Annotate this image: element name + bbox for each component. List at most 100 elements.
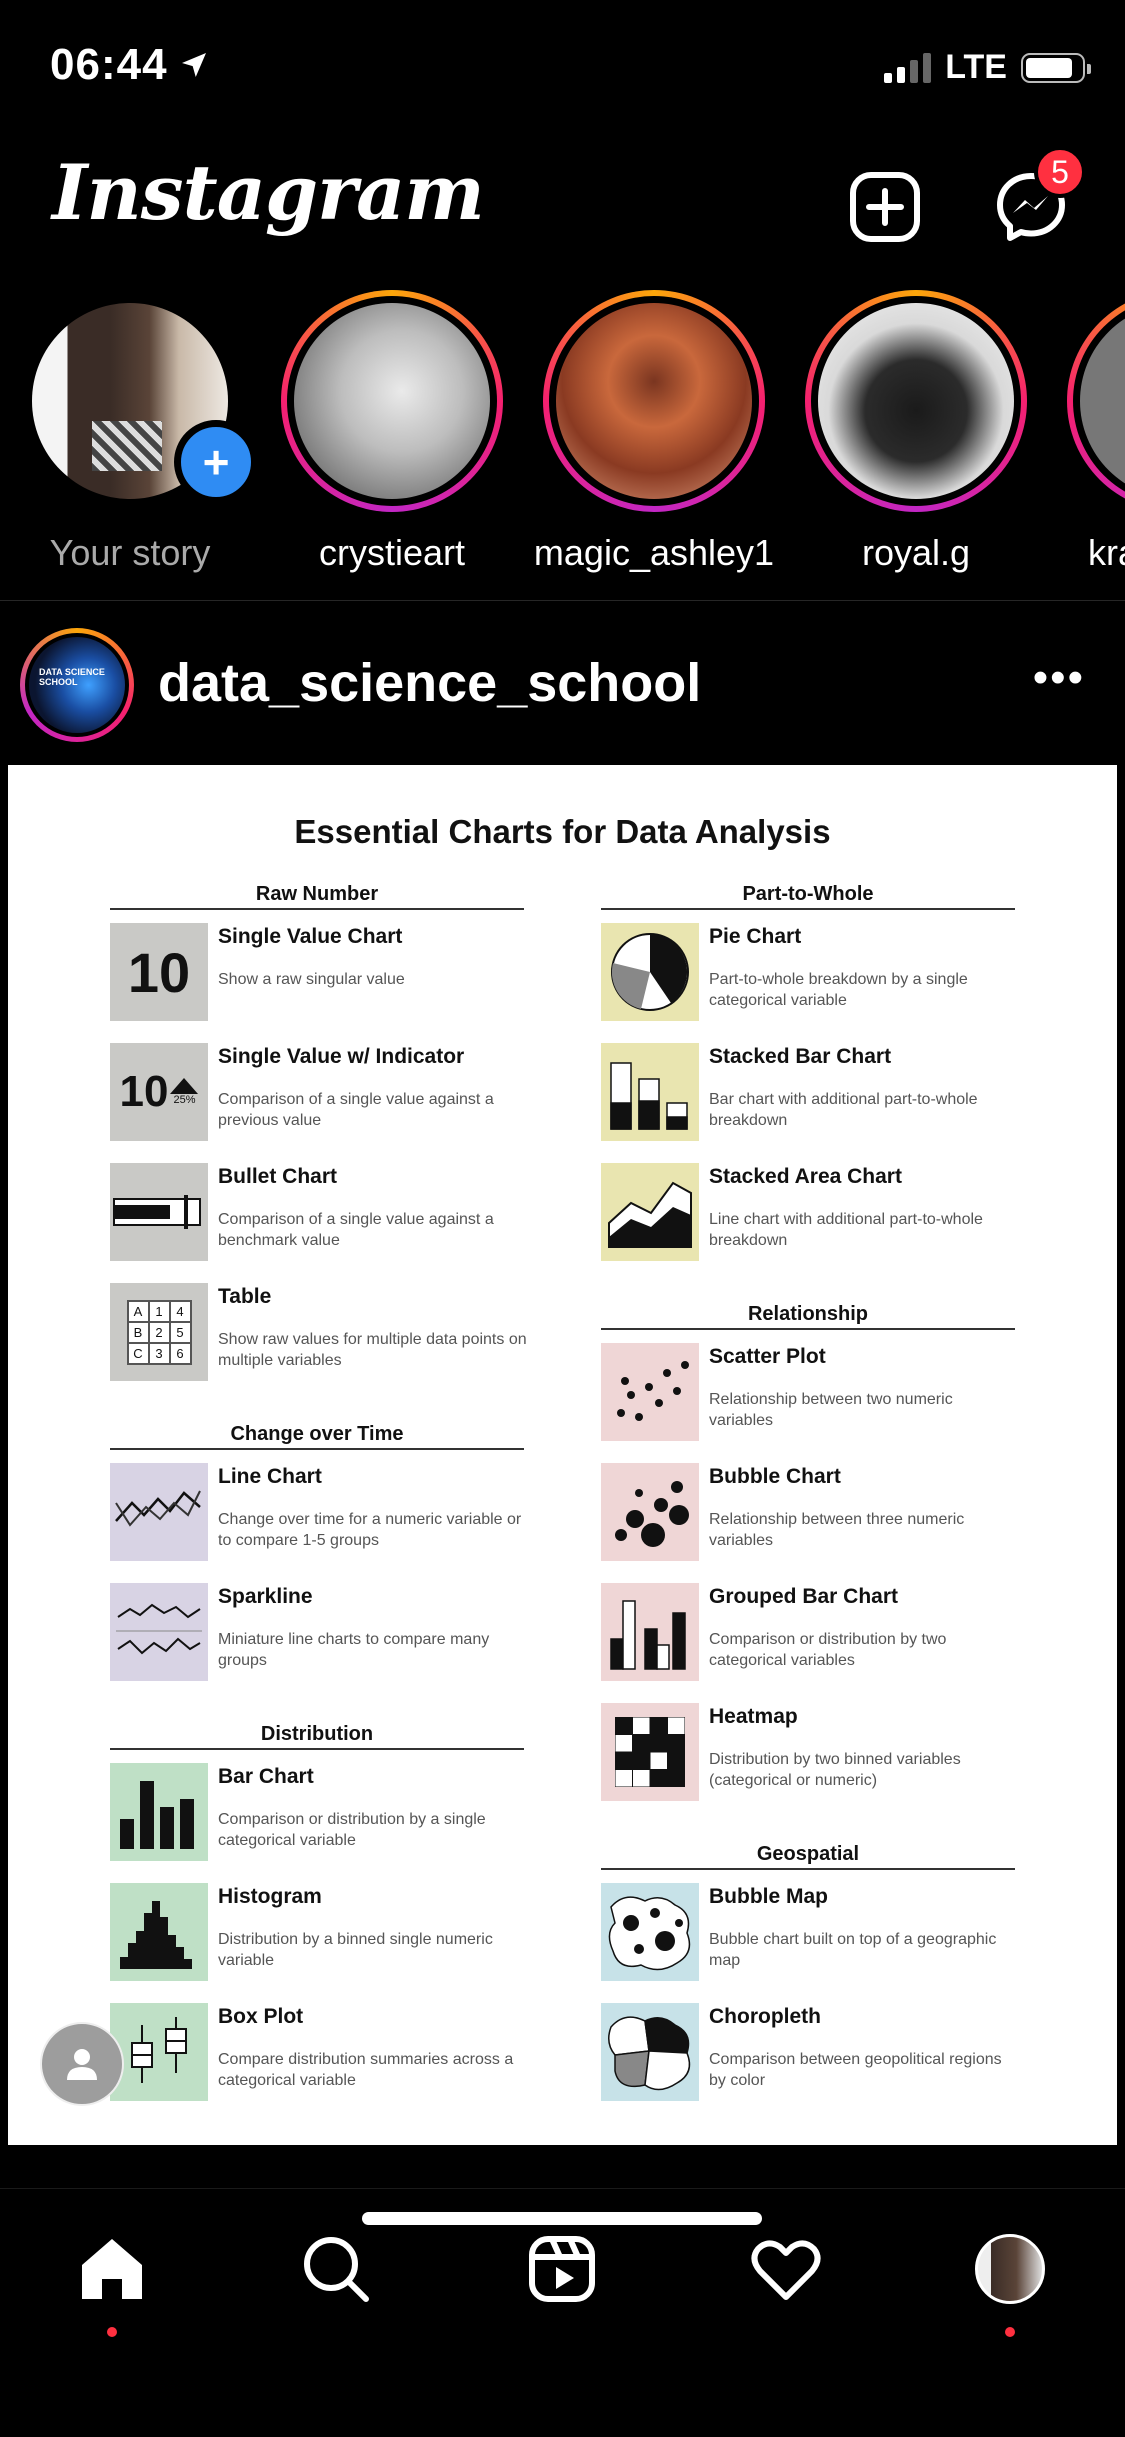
chart-item-bubble-map: Bubble Map Bubble chart built on top of … bbox=[601, 1883, 1015, 1983]
stacked-area-thumbnail bbox=[601, 1163, 699, 1261]
status-indicators: LTE bbox=[884, 48, 1091, 87]
chart-item-grouped-bar: Grouped Bar Chart Comparison or distribu… bbox=[601, 1583, 1015, 1683]
item-title: Single Value Chart bbox=[218, 925, 403, 948]
item-title: Histogram bbox=[218, 1885, 322, 1908]
section-heading: Relationship bbox=[601, 1303, 1015, 1330]
home-icon bbox=[82, 2239, 142, 2299]
item-title: Line Chart bbox=[218, 1465, 322, 1488]
table-cell: 3 bbox=[149, 1343, 169, 1363]
item-description: Part-to-whole breakdown by a single cate… bbox=[709, 971, 968, 1009]
post-author-avatar[interactable]: DATA SCIENCE SCHOOL bbox=[20, 628, 134, 742]
table-cell: 1 bbox=[149, 1301, 169, 1321]
heatmap-thumbnail bbox=[601, 1703, 699, 1801]
section-part-to-whole: Part-to-Whole bbox=[601, 883, 1015, 910]
item-title: Bubble Map bbox=[709, 1885, 828, 1908]
tab-activity[interactable] bbox=[746, 2229, 826, 2309]
item-title: Grouped Bar Chart bbox=[709, 1585, 899, 1608]
item-title: Bar Chart bbox=[218, 1765, 314, 1788]
table-cell: 5 bbox=[170, 1322, 190, 1342]
infographic-title: Essential Charts for Data Analysis bbox=[294, 813, 831, 850]
notification-badge: 5 bbox=[1034, 146, 1086, 198]
item-description: Comparison of a single value against a p… bbox=[218, 1091, 494, 1129]
bubble-chart-thumbnail bbox=[601, 1463, 699, 1561]
line-chart-thumbnail bbox=[110, 1463, 208, 1561]
status-bar: 06:44 LTE bbox=[0, 0, 1125, 140]
instagram-logo[interactable]: Instagram bbox=[52, 148, 485, 237]
tagged-people-icon[interactable] bbox=[40, 2022, 124, 2106]
add-story-plus-icon[interactable]: + bbox=[174, 420, 258, 504]
more-options-icon[interactable]: ••• bbox=[1032, 653, 1085, 702]
post-username[interactable]: data_science_school bbox=[158, 653, 702, 713]
network-label: LTE bbox=[945, 48, 1007, 86]
stacked-bar-thumbnail bbox=[601, 1043, 699, 1141]
item-title: Box Plot bbox=[218, 2005, 304, 2028]
item-description: Comparison of a single value against a b… bbox=[218, 1211, 494, 1249]
tab-home[interactable] bbox=[72, 2229, 152, 2337]
item-title: Heatmap bbox=[709, 1705, 798, 1728]
story-magic-ashley1[interactable]: magic_ashley1 bbox=[524, 290, 784, 574]
location-arrow-icon bbox=[181, 53, 206, 77]
stories-tray: + Your story crystieart magic_ashley1 ro… bbox=[0, 290, 1125, 600]
chart-item-choropleth: Choropleth Comparison between geopolitic… bbox=[601, 2003, 1015, 2103]
tab-profile[interactable] bbox=[970, 2229, 1050, 2337]
table-cell: 2 bbox=[149, 1322, 169, 1342]
indicator-thumbnail: 10 25% bbox=[110, 1043, 208, 1141]
bottom-tab-bar bbox=[0, 2188, 1125, 2437]
story-royal-g[interactable]: royal.g bbox=[786, 290, 1046, 574]
triangle-up-icon bbox=[170, 1078, 199, 1094]
story-kra[interactable]: kra bbox=[1048, 290, 1125, 574]
item-title: Stacked Area Chart bbox=[709, 1165, 902, 1188]
profile-notification-dot bbox=[1005, 2327, 1015, 2337]
chart-item-histogram: Histogram Distribution by a binned singl… bbox=[110, 1883, 524, 1983]
story-avatar bbox=[294, 303, 490, 499]
story-ring bbox=[281, 290, 503, 512]
item-title: Sparkline bbox=[218, 1585, 313, 1608]
item-description: Show raw values for multiple data points… bbox=[218, 1331, 527, 1369]
thumb-value: 10 bbox=[127, 940, 191, 1004]
section-heading: Geospatial bbox=[601, 1843, 1015, 1870]
item-title: Stacked Bar Chart bbox=[709, 1045, 892, 1068]
chart-item-pie: Pie Chart Part-to-whole breakdown by a s… bbox=[601, 923, 1015, 1023]
story-username: kra bbox=[1088, 532, 1125, 573]
chart-item-box-plot: Box Plot Compare distribution summaries … bbox=[110, 2003, 524, 2103]
section-heading: Raw Number bbox=[110, 883, 524, 910]
tab-reels[interactable] bbox=[522, 2229, 602, 2309]
item-title: Table bbox=[218, 1285, 272, 1308]
story-username: Your story bbox=[49, 532, 211, 573]
plus-square-icon bbox=[850, 172, 920, 242]
item-description: Relationship between three numeric varia… bbox=[709, 1511, 965, 1549]
new-post-button[interactable] bbox=[848, 170, 922, 244]
scatter-plot-thumbnail bbox=[601, 1343, 699, 1441]
story-avatar bbox=[556, 303, 752, 499]
choropleth-thumbnail bbox=[601, 2003, 699, 2101]
item-title: Scatter Plot bbox=[709, 1345, 826, 1368]
sparkline-thumbnail bbox=[110, 1583, 208, 1681]
thumb-percent: 25% bbox=[173, 1094, 196, 1106]
chart-item-line: Line Chart Change over time for a numeri… bbox=[110, 1463, 524, 1563]
item-description: Comparison or distribution by two catego… bbox=[709, 1631, 947, 1669]
pie-chart-thumbnail bbox=[601, 923, 699, 1021]
chart-item-single-value: 10 Single Value Chart Show a raw singula… bbox=[110, 923, 524, 1023]
clock-text: 06:44 bbox=[50, 40, 168, 89]
story-your-story[interactable]: + Your story bbox=[0, 290, 260, 574]
item-description: Miniature line charts to compare many gr… bbox=[218, 1631, 490, 1669]
section-raw-number: Raw Number bbox=[110, 883, 524, 910]
chart-item-bullet: Bullet Chart Comparison of a single valu… bbox=[110, 1163, 524, 1263]
chart-item-stacked-area: Stacked Area Chart Line chart with addit… bbox=[601, 1163, 1015, 1263]
post-image[interactable]: Essential Charts for Data Analysis Raw N… bbox=[8, 765, 1117, 2145]
item-description: Comparison between geopolitical regions … bbox=[709, 2051, 1002, 2089]
item-description: Bar chart with additional part-to-whole … bbox=[709, 1091, 978, 1129]
section-distribution: Distribution bbox=[110, 1723, 524, 1750]
story-ring bbox=[805, 290, 1027, 512]
item-title: Bubble Chart bbox=[709, 1465, 841, 1488]
story-crystieart[interactable]: crystieart bbox=[262, 290, 522, 574]
tab-search[interactable] bbox=[296, 2229, 376, 2309]
item-description: Change over time for a numeric variable … bbox=[218, 1511, 522, 1549]
messenger-icon bbox=[997, 173, 1065, 241]
messenger-button[interactable]: 5 bbox=[994, 146, 1086, 244]
chart-item-scatter: Scatter Plot Relationship between two nu… bbox=[601, 1343, 1015, 1443]
app-header: Instagram 5 bbox=[0, 140, 1125, 290]
item-description: Compare distribution summaries across a … bbox=[218, 2051, 514, 2089]
section-change-over-time: Change over Time bbox=[110, 1423, 524, 1450]
